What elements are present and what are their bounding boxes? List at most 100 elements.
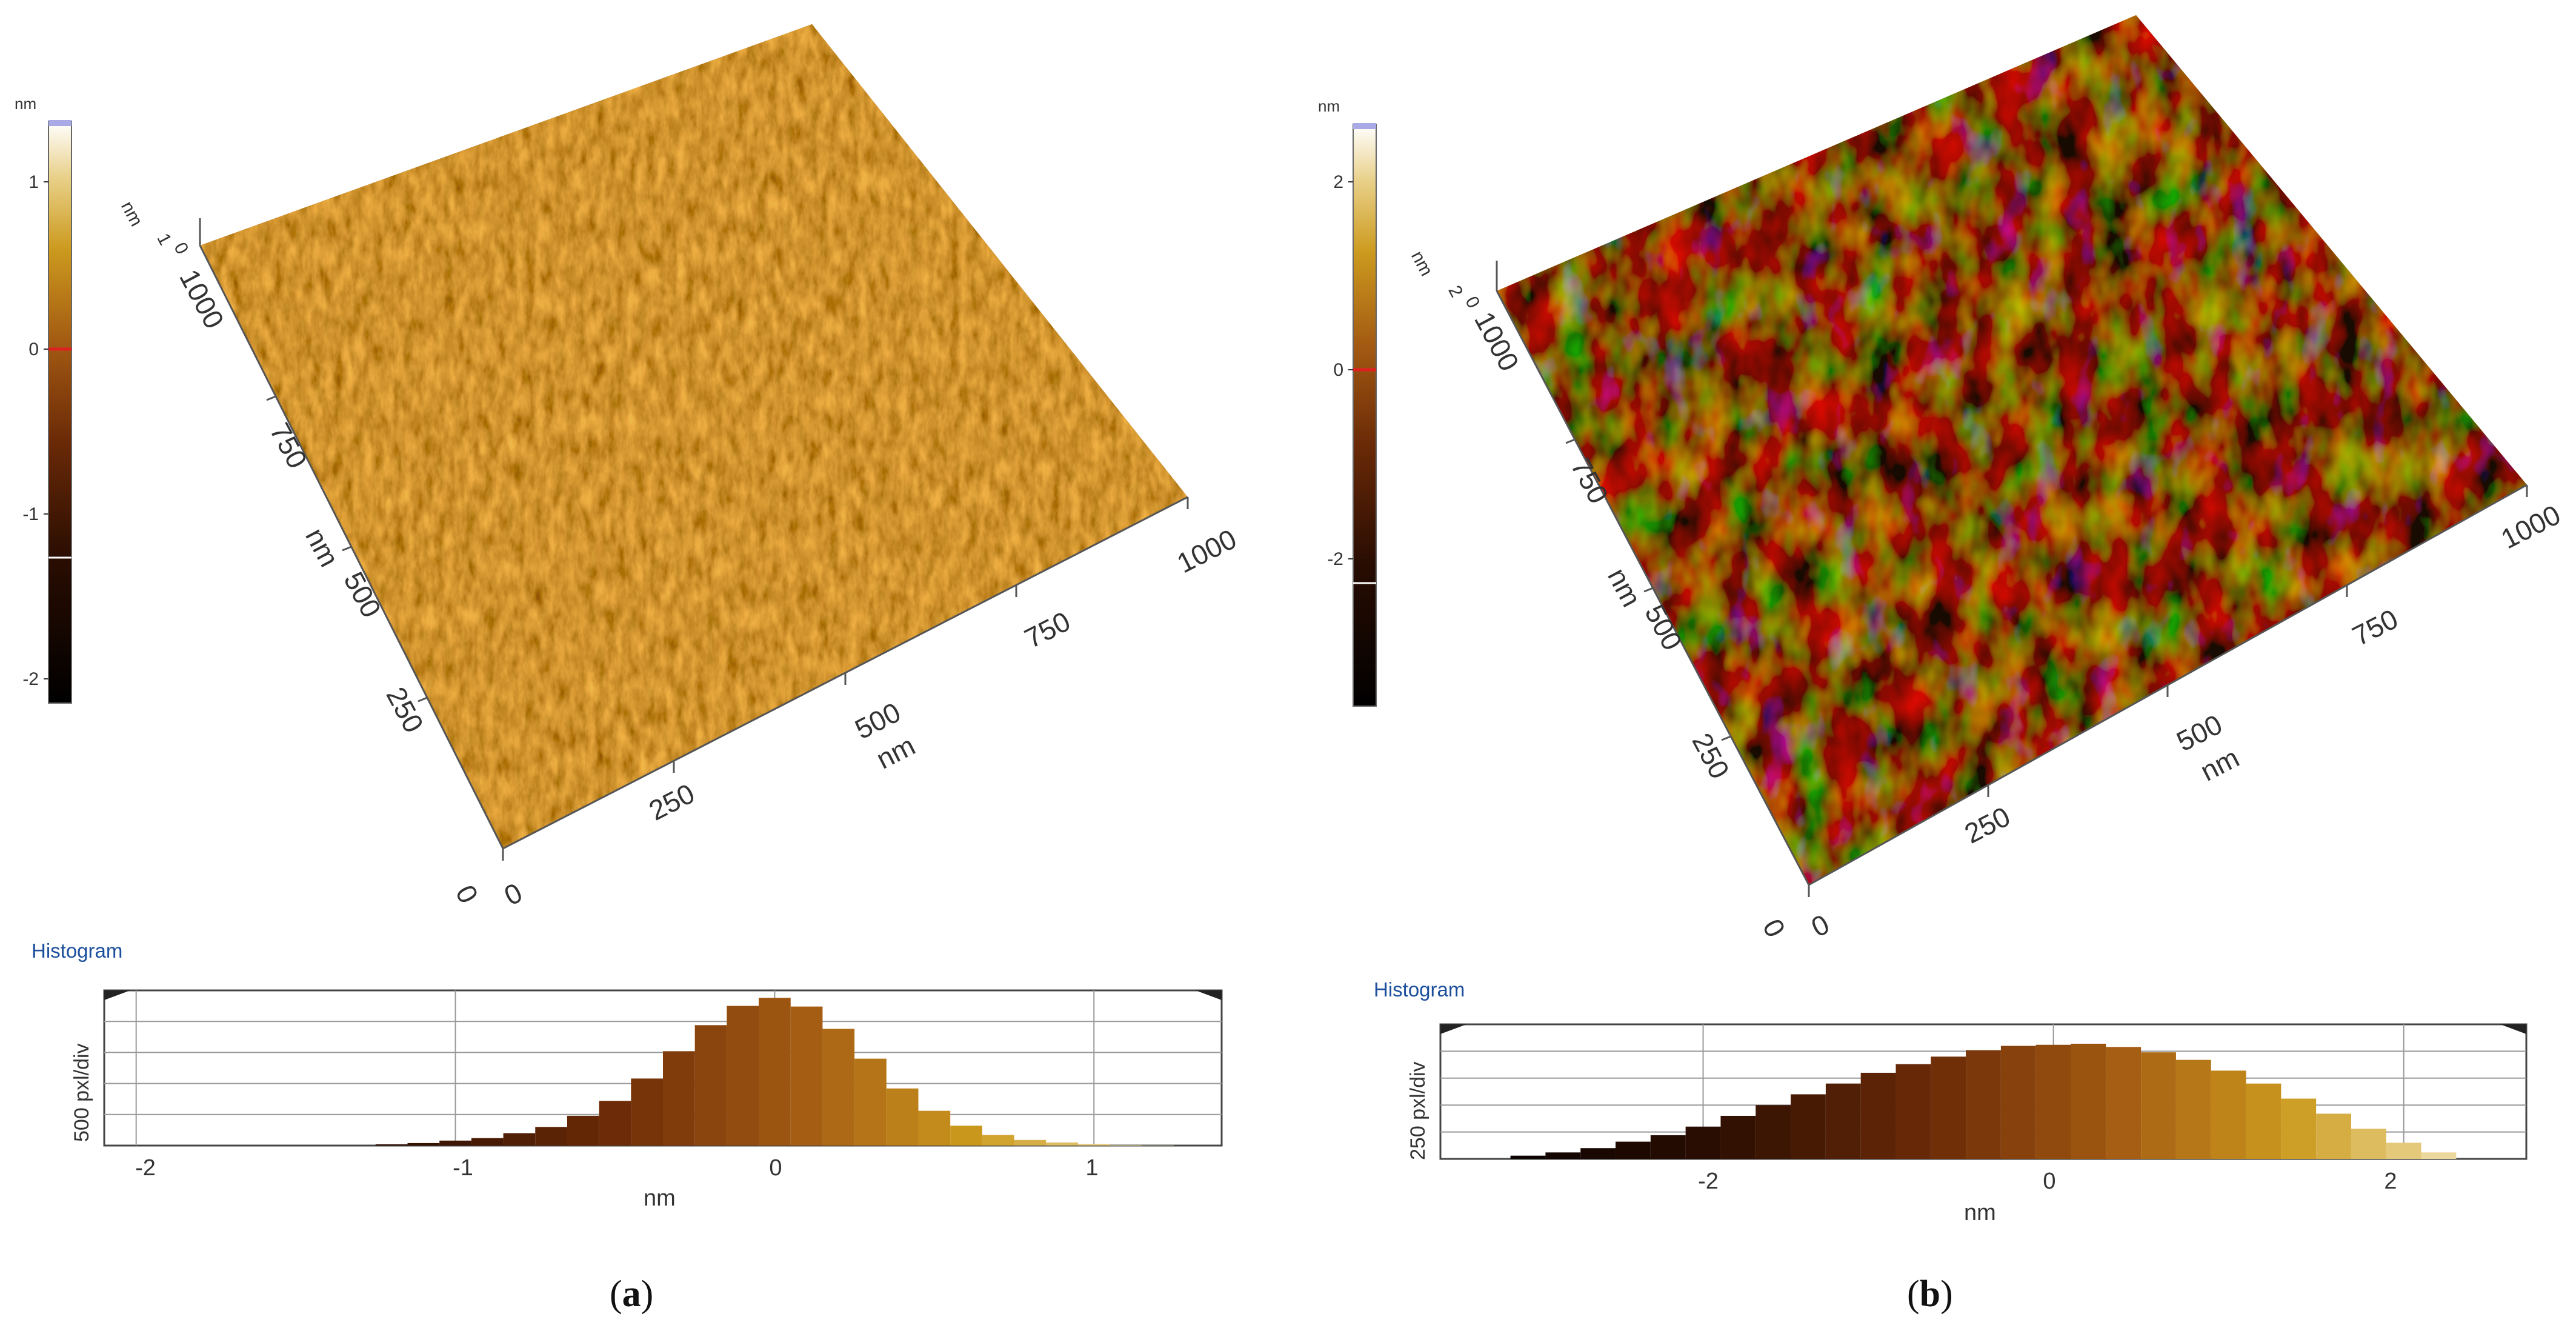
histogram-bar [599,1101,631,1146]
caption-letter: a [622,1273,641,1315]
panel-caption: (b) [1907,1273,1953,1315]
histogram-xtick: 0 [2043,1169,2056,1194]
colorbar [1348,123,1377,707]
histogram-bar [854,1058,887,1146]
histogram-xtick: 1 [1085,1155,1099,1181]
histogram-bar [663,1051,695,1146]
histogram-bar [1110,1144,1142,1146]
histogram-ylabel: 500 pxl/div [70,1043,93,1142]
histogram-bar [1931,1056,1966,1159]
histogram-bar [2246,1083,2281,1159]
histogram-bar [1860,1072,1896,1159]
histogram-title: Histogram [32,939,123,962]
histogram-xlabel: nm [1964,1200,1996,1226]
histogram-bar [1650,1135,1686,1159]
histogram-bar [1720,1115,1756,1159]
histogram-bar [1825,1083,1861,1159]
histogram-bar [1545,1152,1581,1159]
histogram-bar [2421,1152,2457,1159]
histogram-bar [1014,1139,1047,1146]
colorbar-tick: 0 [1333,360,1343,380]
histogram-bar [2281,1098,2317,1159]
histogram-right-marker [1196,990,1222,1000]
histogram-bar [1966,1050,2001,1159]
histogram-bar [759,998,791,1146]
histogram-bar [2175,1059,2211,1159]
histogram-bar [503,1133,536,1146]
histogram-bar [1756,1105,1791,1159]
histogram-b [1439,1023,2528,1160]
histogram-bar [727,1006,759,1146]
colorbar-top-marker [48,120,72,126]
histogram-title: Histogram [1374,978,1465,1001]
histogram-bar [2035,1044,2071,1159]
histogram-xtick: -2 [135,1155,156,1181]
histogram-bars [1510,1043,2457,1159]
y-axis-ticks [266,395,428,702]
histogram-left-marker [1440,1024,1466,1034]
histogram-bar [1510,1155,1546,1159]
panel-a: nm 1 0 -1 -2 nm 1 [0,0,1285,1328]
colorbar [44,120,72,704]
histogram-bar [1580,1148,1616,1159]
histogram-bar [407,1143,440,1146]
histogram-ylabel: 250 pxl/div [1406,1061,1429,1160]
colorbar-tick: -1 [22,504,39,524]
histogram-bar [950,1126,982,1146]
panel-caption: (a) [610,1273,654,1315]
histogram-bars [375,998,1174,1146]
colorbar-tick: -2 [1327,549,1343,569]
histogram-bar [2000,1046,2036,1159]
histogram-bar [2071,1043,2106,1159]
histogram-bar [2141,1052,2176,1159]
colorbar-gradient [48,121,72,703]
histogram-bar [982,1135,1014,1146]
histogram-bar [694,1025,727,1146]
histogram-bar [535,1127,567,1146]
x-axis-ticks [1808,485,2528,897]
caption-letter: b [1919,1273,1941,1315]
histogram-bar [822,1029,855,1146]
histogram-bar [1685,1126,1721,1159]
histogram-xtick: 0 [769,1155,782,1181]
colorbar-gradient [1353,124,1376,706]
colorbar-tick: 2 [1333,172,1343,192]
histogram-bar [2211,1070,2246,1159]
panel-b: nm 2 0 -2 nm 2 0 1000 750 [1288,0,2572,1328]
histogram-xlabel: nm [644,1186,676,1211]
histogram-bar [2316,1113,2351,1159]
histogram-right-marker [2500,1024,2526,1034]
histogram-bar [2386,1143,2421,1159]
histogram-a [103,989,1223,1147]
histogram-bar [1077,1144,1110,1146]
histogram-xtick: -2 [1698,1169,1719,1194]
histogram-bar [2106,1047,2142,1159]
histogram-bar [1791,1094,1826,1159]
afm-surface [1496,15,2528,897]
histogram-bar [2351,1129,2386,1159]
histogram-bar [1895,1064,1931,1159]
histogram-bar [918,1110,951,1146]
histogram-bar [790,1006,823,1146]
histogram-bar [886,1088,919,1146]
histogram-xtick: 2 [2384,1169,2397,1194]
colorbar-unit: nm [1318,97,1340,115]
histogram-bar [567,1115,599,1146]
histogram-bar [1142,1145,1174,1146]
histogram-bar [1616,1141,1651,1159]
histogram-bar [471,1138,504,1146]
histogram-bar [439,1140,471,1146]
colorbar-tick: -2 [22,669,39,689]
histogram-bar [631,1078,663,1146]
colorbar-top-marker [1353,123,1376,129]
afm-surface [199,24,1189,861]
colorbar-tick: 1 [28,172,39,192]
y-axis-ticks [1565,438,1731,741]
histogram-bar [1046,1142,1078,1146]
x-axis-ticks [502,497,1189,861]
histogram-xtick: -1 [453,1155,473,1181]
colorbar-unit: nm [15,95,37,113]
histogram-left-marker [104,990,130,1000]
histogram-bar [375,1144,408,1146]
colorbar-tick: 0 [28,339,39,359]
